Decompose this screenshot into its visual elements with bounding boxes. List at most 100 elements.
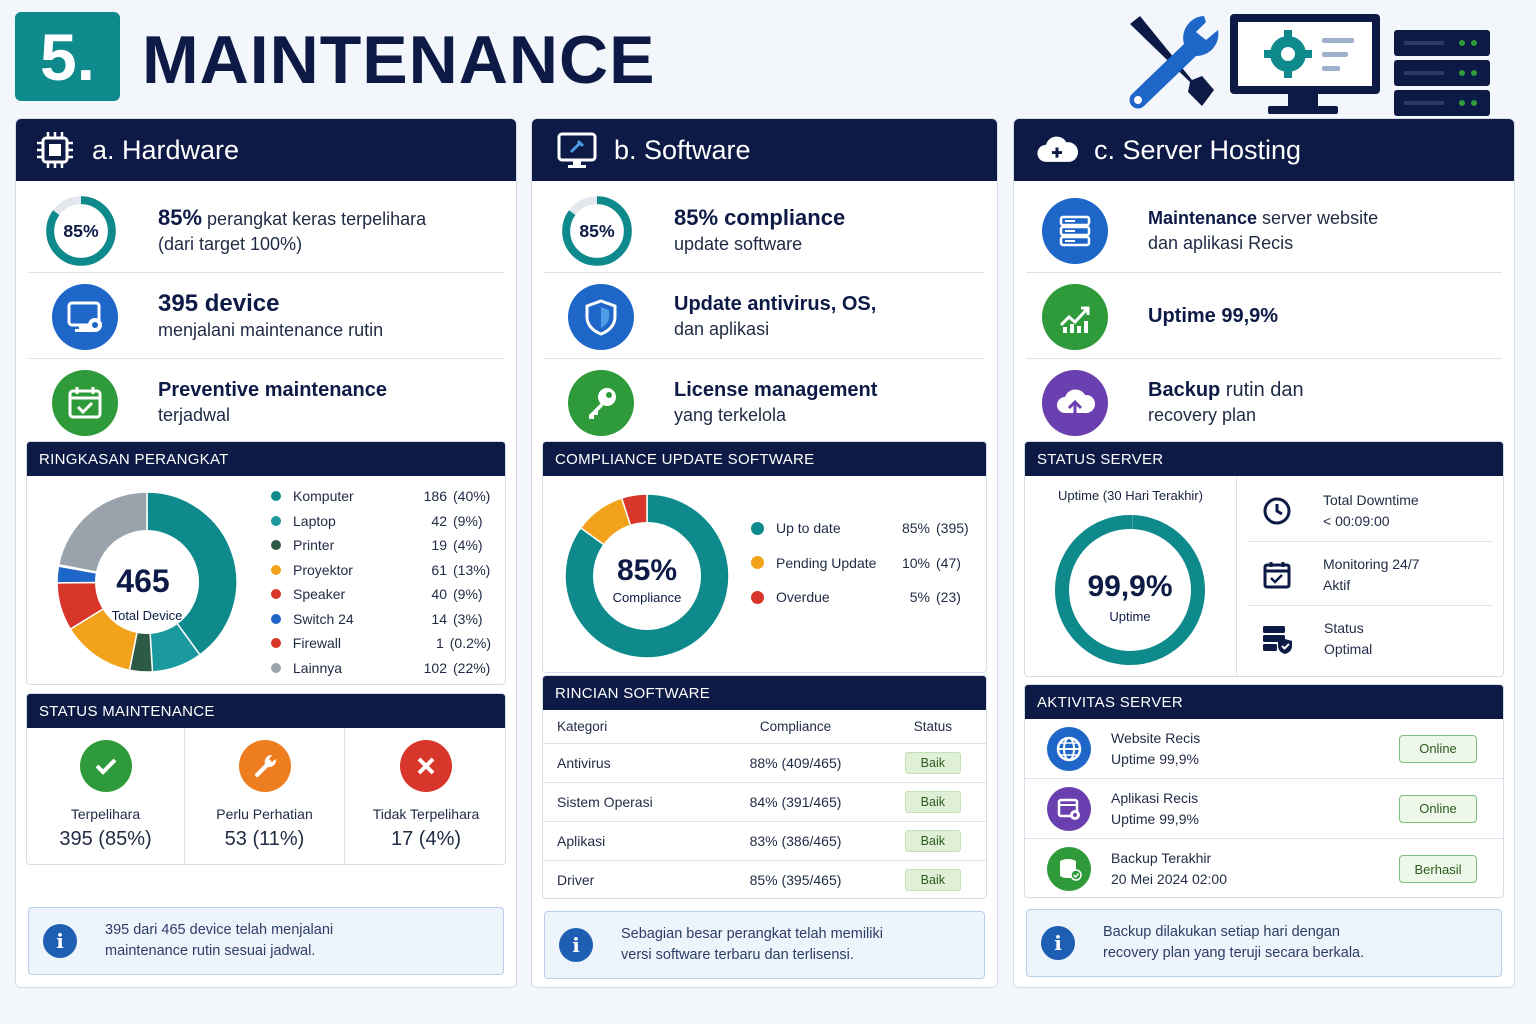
device-legend-item: Lainnya 102 (22%) <box>271 660 491 676</box>
device-legend-item: Switch 24 14 (3%) <box>271 611 491 627</box>
software-title: b. Software <box>614 134 751 165</box>
category-cell: Aplikasi <box>543 821 712 861</box>
compliance-center-value: 85% <box>617 554 677 587</box>
legend-name: Komputer <box>293 488 354 504</box>
legend-swatch <box>271 613 281 624</box>
software-license: License management <box>674 379 878 401</box>
uptime-label: Uptime <box>1109 609 1150 624</box>
info-icon: i <box>1041 926 1075 960</box>
online-badge: Online <box>1399 794 1477 823</box>
status-line: Status <box>1324 620 1364 636</box>
status-line: Optimal <box>1324 641 1373 657</box>
server-icon <box>1042 197 1108 264</box>
info-icon: i <box>43 924 77 958</box>
server-title: c. Server Hosting <box>1094 134 1302 165</box>
status-optimal: Status Optimal <box>1247 608 1493 670</box>
legend-pct: (3%) <box>453 610 483 627</box>
key-icon <box>568 370 634 436</box>
hardware-percent: 85% <box>158 204 203 230</box>
hardware-column: a. Hardware 85% 85% perangkat keras terp… <box>15 118 517 988</box>
status-label: Terpelihara <box>70 806 141 822</box>
legend-swatch <box>271 564 281 575</box>
hardware-preventive: Preventive maintenance <box>158 379 387 401</box>
software-feature-compliance: 85% 85% compliance update software <box>544 189 985 273</box>
software-feature-license: License management yang terkelola <box>544 361 985 445</box>
calendar-icon <box>1263 561 1291 588</box>
software-details-panel: RINCIAN SOFTWARE Kategori Compliance Sta… <box>542 675 987 899</box>
legend-count: 42 <box>431 512 447 529</box>
server-maintenance-desc2: dan aplikasi Recis <box>1148 232 1294 253</box>
activity-line: Uptime 99,9% <box>1111 750 1199 767</box>
compliance-cell: 88% (409/465) <box>711 743 880 783</box>
legend-swatch <box>271 589 281 599</box>
status-value: 17 (4%) <box>390 828 462 850</box>
clock-icon <box>1263 497 1291 524</box>
uptime-value: 99,9% <box>1087 570 1172 603</box>
globe-icon <box>1047 726 1091 771</box>
compliance-title: COMPLIANCE UPDATE SOFTWARE <box>543 442 986 476</box>
info-line: maintenance rutin sesuai jadwal. <box>105 943 316 959</box>
compliance-legend-item: Up to date 85% (395) <box>751 520 981 536</box>
legend-pct: (4%) <box>453 537 483 553</box>
server-backup: Backup <box>1148 379 1221 401</box>
chart-up-icon <box>1042 283 1108 350</box>
cloud-plus-icon <box>1034 130 1080 170</box>
server-status-title: STATUS SERVER <box>1025 442 1503 476</box>
legend-name: Laptop <box>293 512 336 529</box>
compliance-cell: 84% (391/465) <box>711 782 880 822</box>
info-line: versi software terbaru dan terlisensi. <box>621 947 854 963</box>
server-feature-maintenance: Maintenance server website dan aplikasi R… <box>1026 189 1502 273</box>
software-header: b. Software <box>532 119 997 181</box>
hardware-device-count: 395 device <box>158 289 280 317</box>
legend-name: Speaker <box>293 586 346 602</box>
monitor-icon <box>554 130 600 170</box>
legend-count: 1 <box>435 635 444 651</box>
status-cell: Baik <box>879 821 986 861</box>
hardware-device-desc: menjalani maintenance rutin <box>158 319 384 340</box>
page-title: MAINTENANCE <box>142 22 656 98</box>
status-label: Tidak Terpelihara <box>372 806 480 822</box>
server-shield-icon <box>1263 626 1292 654</box>
software-license-desc: yang terkelola <box>674 405 787 425</box>
info-line: recovery plan yang teruji secara berkala… <box>1103 945 1365 961</box>
maintenance-status-title: STATUS MAINTENANCE <box>27 694 505 728</box>
status-cell: Baik <box>879 743 986 783</box>
hardware-preventive-desc: terjadwal <box>158 405 231 425</box>
server-backup-desc2: recovery plan <box>1148 405 1257 425</box>
shield-icon <box>568 283 634 350</box>
legend-count: (395) <box>936 520 969 536</box>
hardware-title: a. Hardware <box>92 134 240 165</box>
status-terpelihara: Terpelihara 395 (85%) <box>27 728 185 864</box>
info-line: Backup dilakukan setiap hari dengan <box>1103 924 1340 940</box>
activity-line: Aplikasi Recis <box>1111 789 1199 806</box>
table-row: Antivirus 88% (409/465) Baik <box>543 743 986 783</box>
compliance-panel: COMPLIANCE UPDATE SOFTWARE 85% Complianc… <box>542 441 987 673</box>
activity-line: 20 Mei 2024 02:00 <box>1111 871 1227 887</box>
legend-pct: (9%) <box>453 512 483 529</box>
section-number: 5. <box>15 12 120 101</box>
legend-pct: (13%) <box>453 561 491 578</box>
status-badge: Baik <box>904 790 961 813</box>
status-tidak-terpelihara: Tidak Terpelihara 17 (4%) <box>345 728 505 864</box>
status-value: 53 (11%) <box>224 828 305 850</box>
hardware-feature-percent: 85% 85% perangkat keras terpelihara (dari… <box>28 189 504 273</box>
status-downtime: Total Downtime < 00:09:00 <box>1247 480 1493 542</box>
software-ring-label: 85% <box>579 221 615 241</box>
server-rack-icon <box>1394 30 1490 116</box>
legend-count: 40 <box>431 586 447 602</box>
device-total: 465 <box>116 563 169 599</box>
device-legend-item: Printer 19 (4%) <box>271 537 491 553</box>
status-monitoring: Monitoring 24/7 Aktif <box>1247 544 1493 606</box>
software-column: b. Software 85% 85% compliance update sof… <box>531 118 998 988</box>
status-cell: Baik <box>879 782 986 822</box>
status-line: Total Downtime <box>1323 491 1419 508</box>
server-feature-uptime: Uptime 99,9% <box>1026 275 1502 359</box>
legend-count: 186 <box>423 488 447 504</box>
legend-swatch <box>751 521 764 535</box>
legend-name: Proyektor <box>293 561 353 578</box>
uptime-title: Uptime (30 Hari Terakhir) <box>1058 488 1203 503</box>
device-summary-panel: RINGKASAN PERANGKAT 465 Total Device Kom… <box>26 441 506 685</box>
legend-count: 14 <box>431 610 447 627</box>
server-column: c. Server Hosting Maintenance server web… <box>1013 118 1515 988</box>
server-uptime: Uptime 99,9% <box>1148 305 1279 327</box>
